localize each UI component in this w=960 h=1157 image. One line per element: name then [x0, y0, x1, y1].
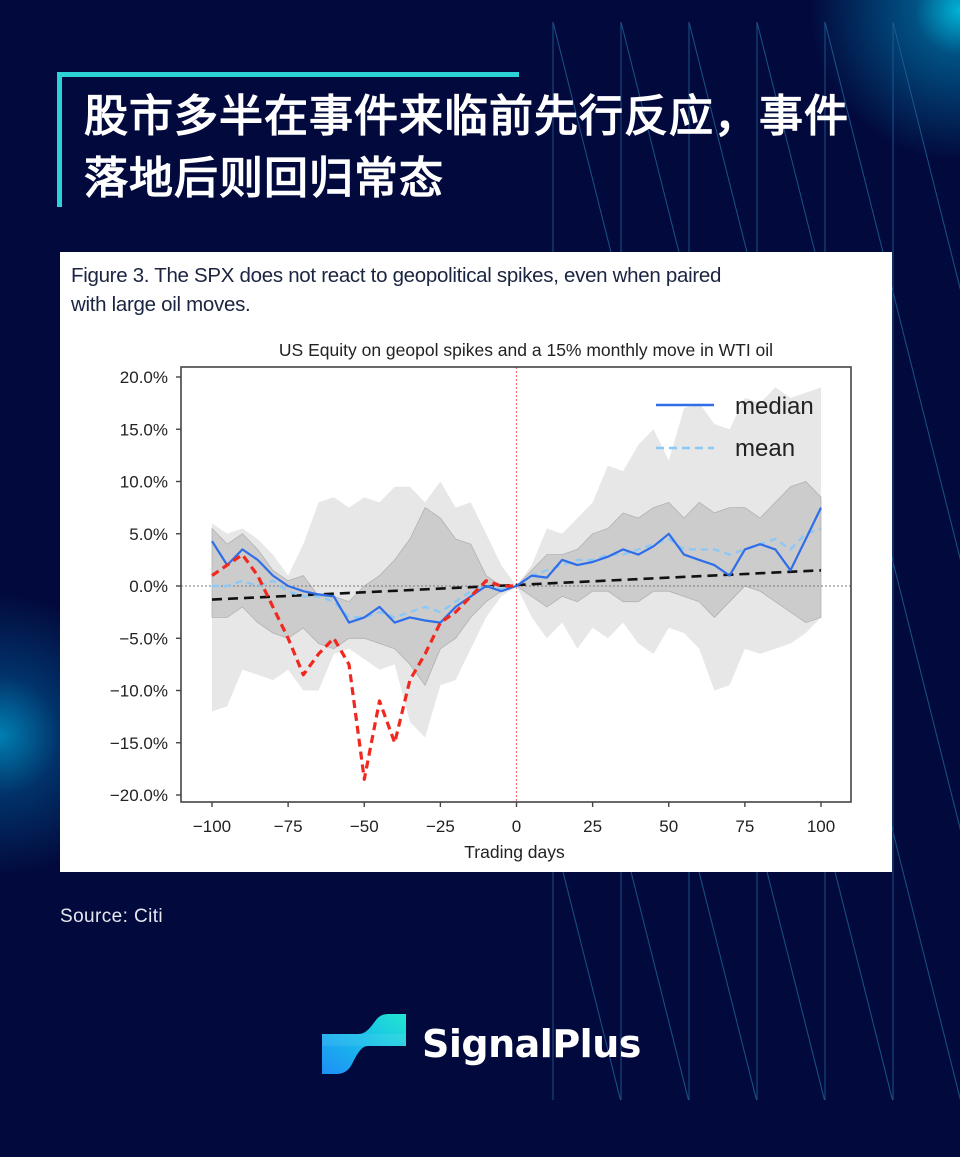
oil-move-line	[211, 553, 517, 781]
median-line	[211, 507, 822, 624]
brand-logo: SignalPlus	[322, 1012, 641, 1076]
page-title: 股市多半在事件来临前先行反应，事件 落地后则回归常态	[84, 86, 924, 210]
figure-caption: Figure 3. The SPX does not react to geop…	[71, 261, 881, 319]
range-bands	[211, 387, 822, 738]
x-tick-label: 100	[807, 817, 835, 836]
figure-caption-line-2: with large oil moves.	[71, 293, 251, 316]
y-tick-label: 5.0%	[129, 525, 168, 544]
y-tick-label: 20.0%	[120, 368, 168, 387]
x-tick-label: −25	[426, 817, 455, 836]
page-title-line-1: 股市多半在事件来临前先行反应，事件	[84, 91, 849, 142]
x-tick-label: −50	[350, 817, 379, 836]
legend-label-mean: mean	[735, 435, 795, 462]
x-tick-label: 50	[659, 817, 678, 836]
legend-label-median: median	[735, 393, 814, 420]
y-tick-label: −5.0%	[119, 629, 168, 648]
y-tick-label: 0.0%	[129, 577, 168, 596]
x-axis-label: Trading days	[464, 842, 565, 862]
headline-accent-bar-vertical	[57, 72, 62, 207]
brand-name: SignalPlus	[422, 1022, 641, 1066]
page-title-line-2: 落地后则回归常态	[84, 153, 444, 204]
y-tick-label: −15.0%	[110, 734, 168, 753]
mean-line	[212, 527, 822, 619]
headline-accent-bar-horizontal	[57, 72, 519, 77]
line-chart: 20.0% 15.0% 10.0% 5.0% 0.0% −5.0% −10.0% −15.0%…	[110, 340, 852, 862]
y-tick-label: −20.0%	[110, 786, 168, 805]
x-tick-label: 0	[512, 817, 521, 836]
y-tick-label: 10.0%	[120, 473, 168, 492]
source-note: Source: Citi	[60, 906, 164, 927]
x-tick-label: −75	[274, 817, 303, 836]
signalplus-logo-icon	[322, 1014, 406, 1074]
y-tick-label: −10.0%	[110, 682, 168, 701]
figure-card: Figure 3. The SPX does not react to geop…	[60, 252, 892, 872]
x-tick-label: −100	[193, 817, 231, 836]
y-tick-label: 15.0%	[120, 420, 168, 439]
x-tick-label: 25	[583, 817, 602, 836]
chart-legend: median mean	[656, 393, 814, 462]
x-tick-label: 75	[735, 817, 754, 836]
chart-title: US Equity on geopol spikes and a 15% mon…	[279, 340, 773, 360]
figure-caption-line-1: Figure 3. The SPX does not react to geop…	[71, 264, 722, 287]
